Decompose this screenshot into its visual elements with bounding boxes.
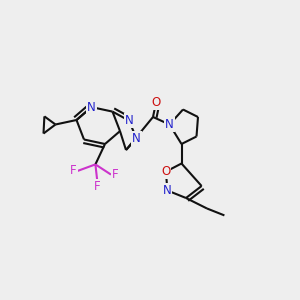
Text: N: N (163, 184, 172, 197)
Text: N: N (165, 118, 174, 131)
Text: O: O (161, 165, 170, 178)
Text: N: N (87, 100, 96, 114)
Text: F: F (94, 179, 101, 193)
Text: F: F (70, 164, 77, 178)
Text: N: N (124, 114, 134, 127)
Text: N: N (132, 132, 141, 145)
Text: O: O (152, 96, 160, 109)
Text: F: F (112, 168, 118, 181)
